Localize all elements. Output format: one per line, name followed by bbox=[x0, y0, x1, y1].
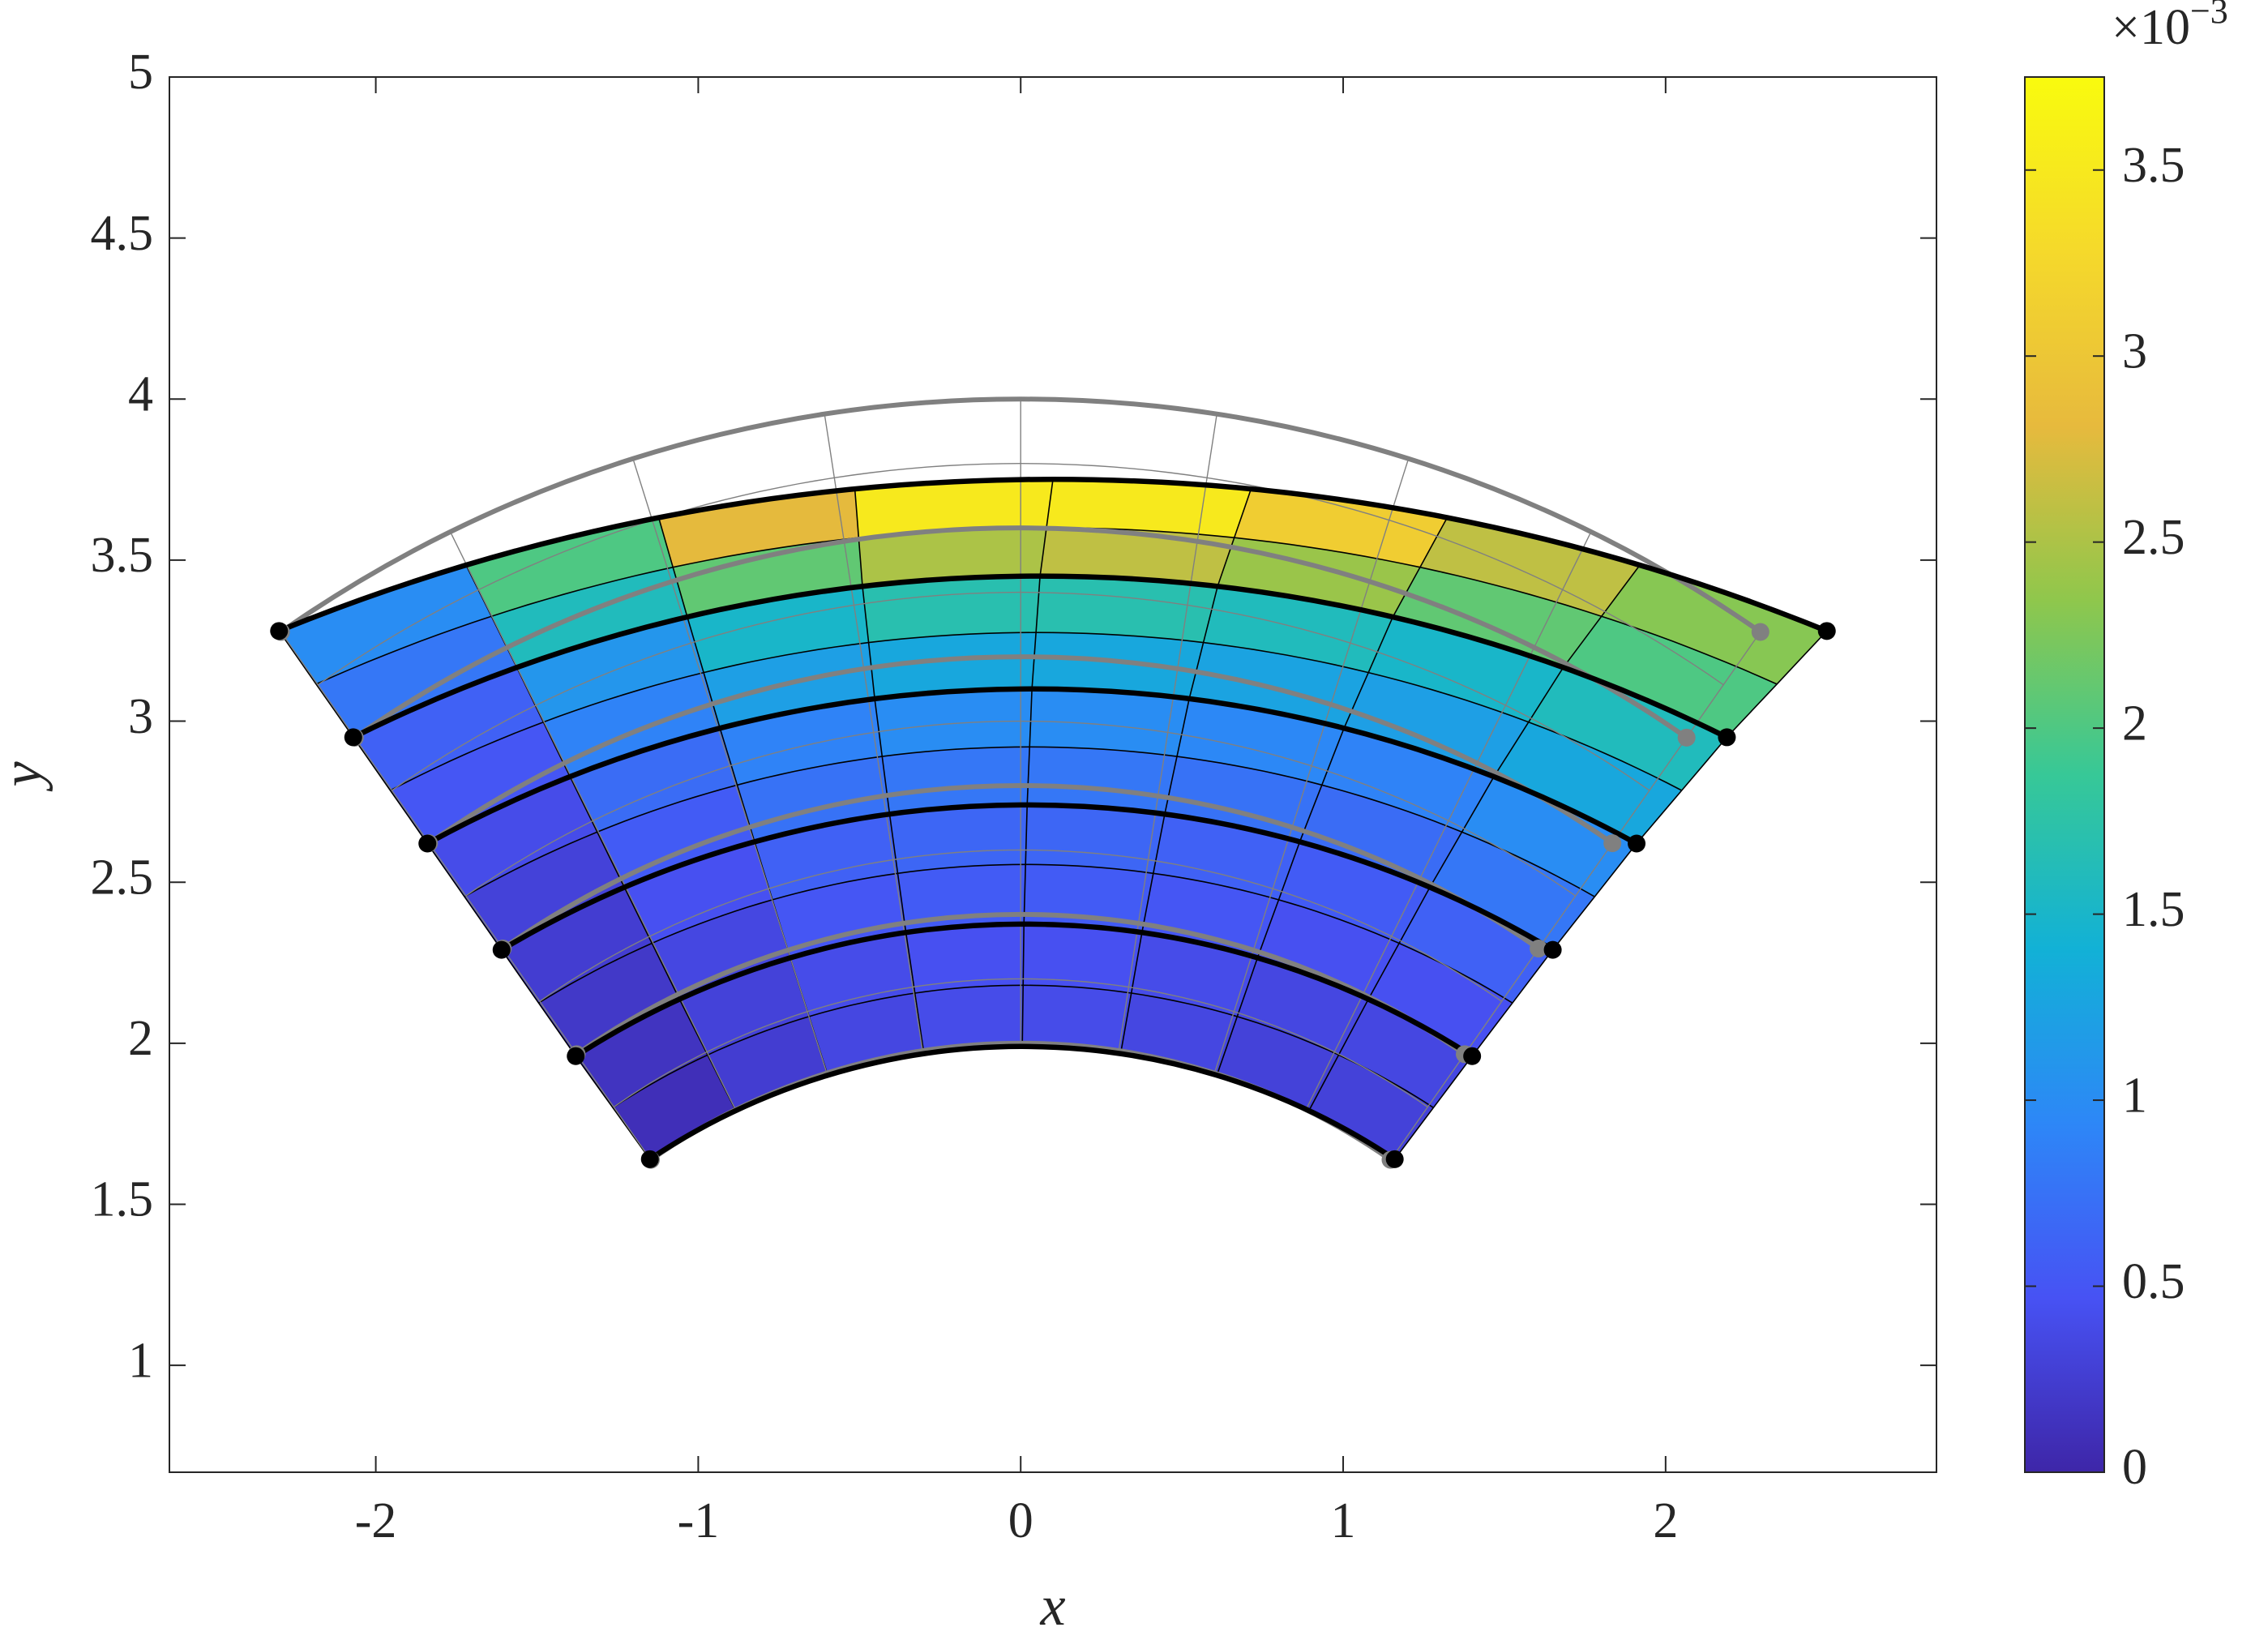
mesh-line bbox=[824, 413, 923, 1051]
undeformed-curve bbox=[353, 525, 1688, 740]
undeformed-node bbox=[1751, 623, 1769, 641]
mesh-line bbox=[632, 458, 828, 1073]
x-axis-label: x bbox=[1039, 1575, 1065, 1636]
colorbar-tick-label: 2 bbox=[2122, 696, 2147, 751]
y-tick-label: 1.5 bbox=[91, 1172, 154, 1227]
x-tick-label: 2 bbox=[1653, 1493, 1678, 1548]
colorbar-tick-label: 3.5 bbox=[2122, 138, 2185, 193]
mesh-line bbox=[278, 630, 651, 1160]
colorbar-tick-label: 1.5 bbox=[2122, 882, 2185, 937]
mesh-line bbox=[1119, 488, 1252, 1054]
mesh-line bbox=[1308, 564, 1641, 1111]
deformed-curve bbox=[426, 686, 1638, 846]
undeformed-node bbox=[1530, 940, 1548, 958]
y-tick-label: 2 bbox=[128, 1011, 153, 1066]
mesh-line bbox=[854, 489, 925, 1054]
y-tick-label: 2.5 bbox=[91, 850, 154, 905]
colorbar-multiplier: ×10−3 bbox=[2112, 0, 2228, 55]
y-axis-label: y bbox=[0, 761, 53, 792]
mesh-line bbox=[1216, 517, 1449, 1076]
colorbar-tick-label: 0.5 bbox=[2122, 1254, 2185, 1309]
mesh-line bbox=[449, 531, 737, 1111]
colorbar bbox=[2024, 76, 2105, 1473]
y-tick-label: 3.5 bbox=[91, 528, 154, 583]
deformed-curve bbox=[500, 802, 1555, 953]
deformed-curve bbox=[352, 573, 1728, 740]
mesh-cell bbox=[1025, 804, 1166, 874]
deformed-node bbox=[640, 1150, 659, 1168]
deformed-node bbox=[1718, 728, 1736, 747]
deformed-node bbox=[492, 940, 511, 959]
deformed-node bbox=[567, 1047, 585, 1065]
undeformed-curve bbox=[501, 783, 1540, 951]
y-tick-label: 4 bbox=[128, 367, 153, 422]
deformed-node bbox=[1463, 1047, 1482, 1065]
mesh-cell bbox=[874, 688, 1033, 757]
deformed-curve bbox=[278, 477, 1828, 634]
undeformed-curve bbox=[279, 396, 1762, 634]
x-tick-label: -2 bbox=[355, 1493, 397, 1548]
deformed-node bbox=[1817, 622, 1836, 640]
deformed-node bbox=[1543, 940, 1562, 959]
deformed-node bbox=[1628, 834, 1646, 853]
undeformed-curve bbox=[575, 911, 1466, 1056]
colorbar-tick-label: 1 bbox=[2122, 1068, 2147, 1123]
undeformed-curve bbox=[427, 654, 1614, 846]
y-tick-label: 5 bbox=[128, 45, 153, 100]
axes-box bbox=[169, 76, 1937, 1473]
mesh-line bbox=[1213, 458, 1410, 1073]
mesh-line bbox=[1394, 630, 1828, 1160]
mesh-line bbox=[1021, 479, 1054, 1047]
deformed-node bbox=[270, 622, 289, 640]
deformed-node bbox=[344, 728, 362, 747]
mesh-cell bbox=[888, 804, 1028, 874]
colorbar-tick-label: 2.5 bbox=[2122, 510, 2185, 565]
multiplier-base: ×10 bbox=[2112, 0, 2190, 55]
colorbar-tick-label: 3 bbox=[2122, 323, 2147, 379]
mesh-line bbox=[280, 632, 652, 1161]
y-tick-label: 3 bbox=[128, 689, 153, 744]
y-tick-label: 4.5 bbox=[91, 206, 154, 261]
colorbar-tick-label: 0 bbox=[2122, 1440, 2147, 1495]
x-tick-label: 0 bbox=[1008, 1493, 1033, 1548]
deformed-node bbox=[418, 834, 437, 853]
multiplier-exponent: −3 bbox=[2190, 0, 2228, 31]
mesh-line bbox=[1118, 413, 1217, 1051]
x-tick-label: -1 bbox=[678, 1493, 720, 1548]
undeformed-node bbox=[1603, 834, 1622, 853]
undeformed-node bbox=[1677, 728, 1696, 747]
mesh-line bbox=[1305, 531, 1592, 1111]
deformed-node bbox=[1385, 1150, 1404, 1168]
deformed-curve bbox=[648, 1043, 1397, 1162]
mesh-cell bbox=[905, 923, 1025, 994]
deformed-curve bbox=[574, 921, 1474, 1059]
mesh-line bbox=[1389, 632, 1761, 1161]
mesh-cell bbox=[1022, 923, 1143, 994]
x-tick-label: 1 bbox=[1331, 1493, 1356, 1548]
y-tick-label: 1 bbox=[128, 1333, 153, 1388]
